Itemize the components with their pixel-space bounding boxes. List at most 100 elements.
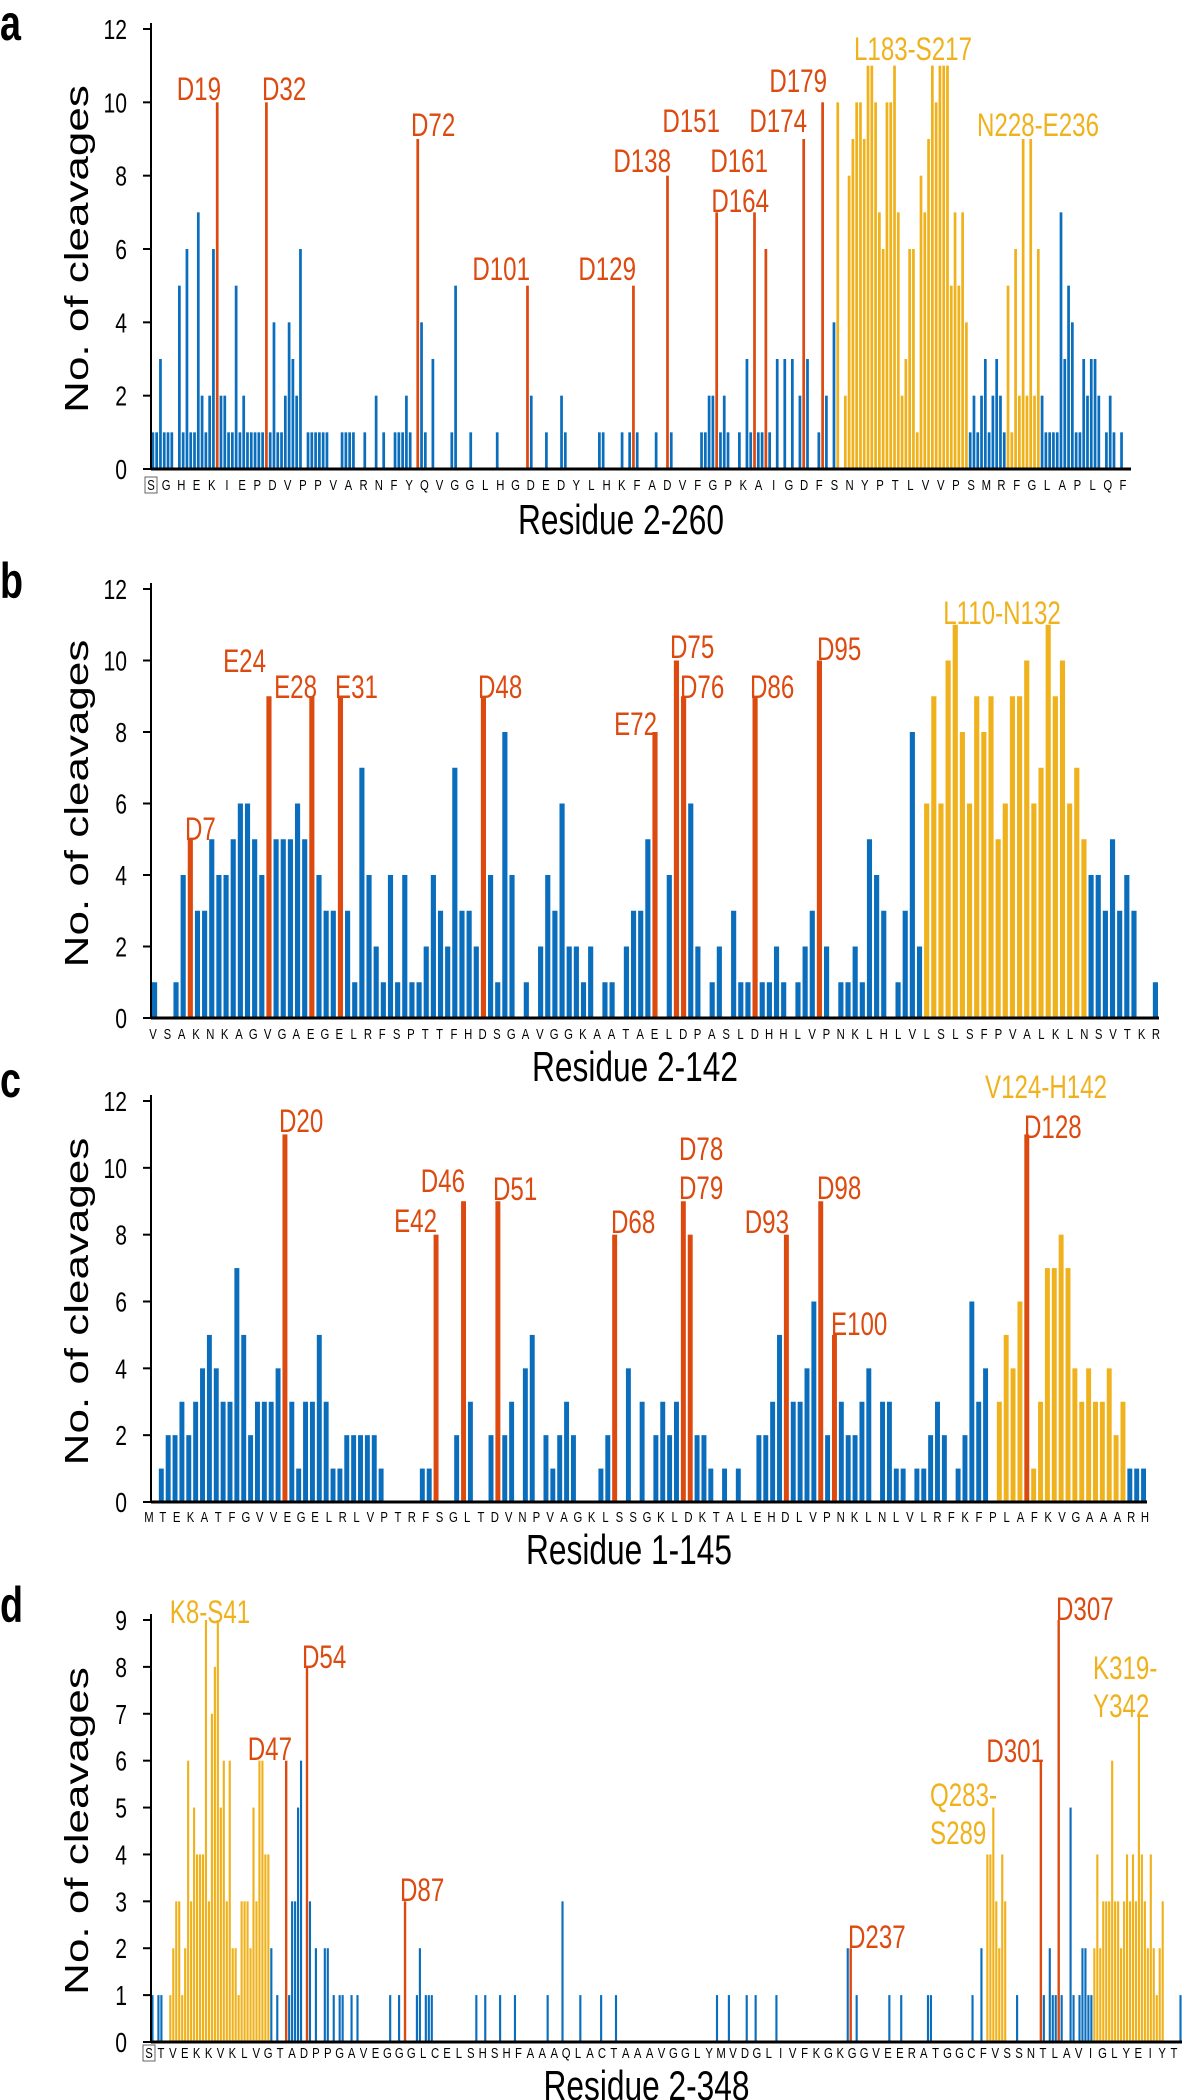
residue-tick-label: K: [1138, 1025, 1146, 1042]
residue-tick-label: A: [726, 1508, 734, 1525]
region-bar: [1072, 1368, 1078, 1502]
cleavage-bar: [352, 432, 355, 469]
region-bar: [1033, 395, 1036, 469]
highlight-bar: [612, 1234, 618, 1502]
cleavage-bar: [423, 432, 427, 469]
cleavage-bar: [158, 1468, 164, 1502]
residue-tick-label: T: [277, 2044, 284, 2061]
residue-tick-label: N: [518, 1508, 526, 1525]
cleavage-bar: [509, 1401, 515, 1502]
panel-letter: c: [0, 1053, 21, 1108]
cleavage-bar: [560, 395, 563, 469]
residue-tick-label: K: [851, 1025, 859, 1042]
cleavage-bar: [614, 1995, 618, 2042]
region-bar: [1045, 624, 1051, 1018]
region-label: N228-E236: [977, 108, 1099, 144]
residue-tick-label: I: [1089, 2044, 1092, 2061]
region-bar: [915, 432, 919, 469]
residue-tick-label: V: [536, 1025, 544, 1042]
cleavage-bar: [1072, 1995, 1075, 2042]
region-bar: [957, 285, 961, 469]
highlight-bar: [309, 696, 315, 1018]
residue-tick-label: K: [657, 1508, 665, 1525]
cleavage-bar: [727, 1995, 730, 2042]
residue-tick-label: R: [908, 2044, 916, 2061]
highlight-bar: [215, 102, 219, 469]
residue-tick-label: T: [215, 1508, 222, 1525]
region-bar: [1067, 803, 1073, 1018]
cleavage-bar: [287, 839, 293, 1018]
residue-tick-label: A: [201, 1508, 209, 1525]
region-bar: [1093, 1401, 1098, 1502]
region-bar: [243, 1901, 246, 2042]
residue-tick-label: A: [1023, 1025, 1031, 1042]
region-bar: [1128, 1901, 1132, 2042]
cleavage-bar: [708, 1468, 714, 1502]
cleavage-bar: [170, 432, 174, 469]
y-tick-label: 2: [115, 1421, 127, 1451]
region-bar: [1014, 249, 1017, 469]
cleavage-bar: [297, 1807, 300, 2042]
cleavage-bar: [881, 910, 887, 1018]
residue-tick-label: H: [603, 476, 611, 493]
region-bar: [1093, 1948, 1096, 2042]
cleavage-bar: [1078, 1995, 1081, 2042]
residue-tick-label: L: [575, 2044, 581, 2061]
cleavage-bar: [309, 1401, 315, 1502]
cleavage-bar: [287, 322, 291, 469]
residue-tick-label: P: [314, 476, 322, 493]
cleavage-bar: [268, 432, 272, 469]
region-bar: [931, 696, 937, 1018]
residue-tick-label: C: [431, 2044, 440, 2061]
residue-tick-label: N: [1080, 1025, 1088, 1042]
residue-tick-label: H: [464, 1025, 472, 1042]
residue-tick-label: G: [550, 1025, 559, 1042]
cleavage-bar: [308, 1901, 312, 2042]
residue-tick-label: S: [937, 1025, 945, 1042]
cleavage-bar: [546, 1995, 549, 2042]
region-bar: [1031, 1468, 1037, 1502]
region-bar: [942, 65, 946, 470]
region-bar: [959, 732, 965, 1018]
region-bar: [1038, 1401, 1044, 1502]
cleavage-bar: [306, 432, 310, 469]
residue-tick-label: P: [989, 1508, 997, 1525]
residue-tick-label: G: [466, 476, 475, 493]
cleavage-bar: [330, 1468, 336, 1502]
cleavage-bar: [1054, 1995, 1057, 2042]
highlight-bar: [802, 139, 806, 469]
residue-tick-label: L: [895, 1025, 901, 1042]
region-bar: [870, 65, 874, 470]
residue-tick-label: L: [741, 1508, 747, 1525]
residue-tick-label: N: [837, 1508, 845, 1525]
cleavage-bar: [378, 1468, 384, 1502]
cleavage-bar: [1067, 285, 1070, 469]
cleavage-bar: [273, 839, 279, 1018]
cleavage-bar: [200, 1368, 205, 1502]
region-bar: [938, 65, 942, 470]
residue-tick-label: S: [967, 476, 975, 493]
region-bar: [216, 1620, 219, 2042]
residue-label: E31: [335, 670, 378, 706]
residue-tick-label: V: [436, 476, 444, 493]
cleavage-bar: [445, 946, 451, 1018]
region-bar: [1006, 285, 1010, 469]
cleavage-bar: [430, 875, 436, 1018]
cleavage-bar: [1044, 432, 1048, 469]
y-tick-label: 3: [115, 1888, 127, 1918]
residue-tick-label: H: [496, 476, 504, 493]
residue-tick-label: K: [187, 1508, 195, 1525]
residue-tick-label: K: [699, 1508, 707, 1525]
residue-tick-label: F: [948, 1508, 955, 1525]
cleavage-bar: [806, 359, 809, 469]
residue-label: D48: [478, 670, 522, 706]
residue-tick-label: V: [270, 1508, 278, 1525]
region-bar: [966, 803, 973, 1018]
cleavage-bar: [283, 395, 287, 469]
highlight-bar: [433, 1234, 439, 1502]
cleavage-bar: [299, 1760, 303, 2042]
cleavage-bar: [738, 982, 744, 1018]
cleavage-bar: [502, 732, 508, 1018]
cleavage-bar: [212, 249, 215, 469]
residue-tick-label: A: [622, 2044, 630, 2061]
